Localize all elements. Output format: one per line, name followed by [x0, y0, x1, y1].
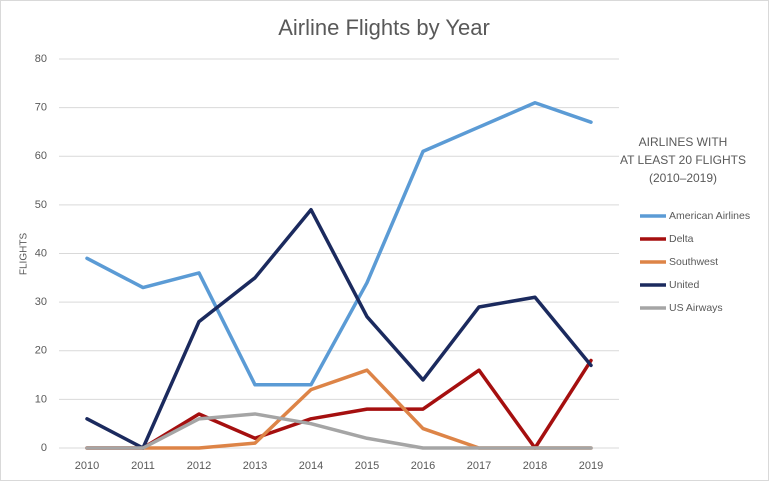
x-tick-label: 2016 — [411, 460, 435, 472]
x-tick-label: 2013 — [243, 460, 267, 472]
legend-label: US Airways — [669, 302, 723, 314]
x-tick-label: 2017 — [467, 460, 491, 472]
legend-title: AT LEAST 20 FLIGHTS — [620, 153, 746, 167]
x-tick-label: 2012 — [187, 460, 211, 472]
y-tick-label: 70 — [35, 102, 47, 114]
y-tick-label: 20 — [35, 345, 47, 357]
legend-label: American Airlines — [669, 210, 750, 222]
y-tick-label: 80 — [35, 53, 47, 65]
x-tick-label: 2010 — [75, 460, 99, 472]
legend-label: Southwest — [669, 256, 718, 268]
series-line — [85, 358, 593, 450]
y-tick-label: 50 — [35, 199, 47, 211]
legend-title: AIRLINES WITH — [639, 135, 728, 149]
y-tick-label: 10 — [35, 393, 47, 405]
y-tick-label: 30 — [35, 296, 47, 308]
y-axis-label: FLIGHTS — [19, 233, 30, 276]
y-tick-label: 40 — [35, 247, 47, 259]
x-tick-label: 2019 — [579, 460, 603, 472]
x-tick-label: 2015 — [355, 460, 379, 472]
y-tick-label: 0 — [41, 442, 47, 454]
legend-label: United — [669, 279, 700, 291]
series-line — [85, 412, 593, 450]
x-tick-label: 2011 — [131, 460, 155, 472]
legend-title: (2010–2019) — [649, 171, 717, 185]
chart-title: Airline Flights by Year — [278, 15, 490, 40]
series-line — [85, 101, 593, 387]
x-tick-label: 2014 — [299, 460, 323, 472]
x-tick-label: 2018 — [523, 460, 547, 472]
y-tick-label: 60 — [35, 150, 47, 162]
legend-label: Delta — [669, 233, 694, 245]
series-line — [85, 207, 593, 450]
